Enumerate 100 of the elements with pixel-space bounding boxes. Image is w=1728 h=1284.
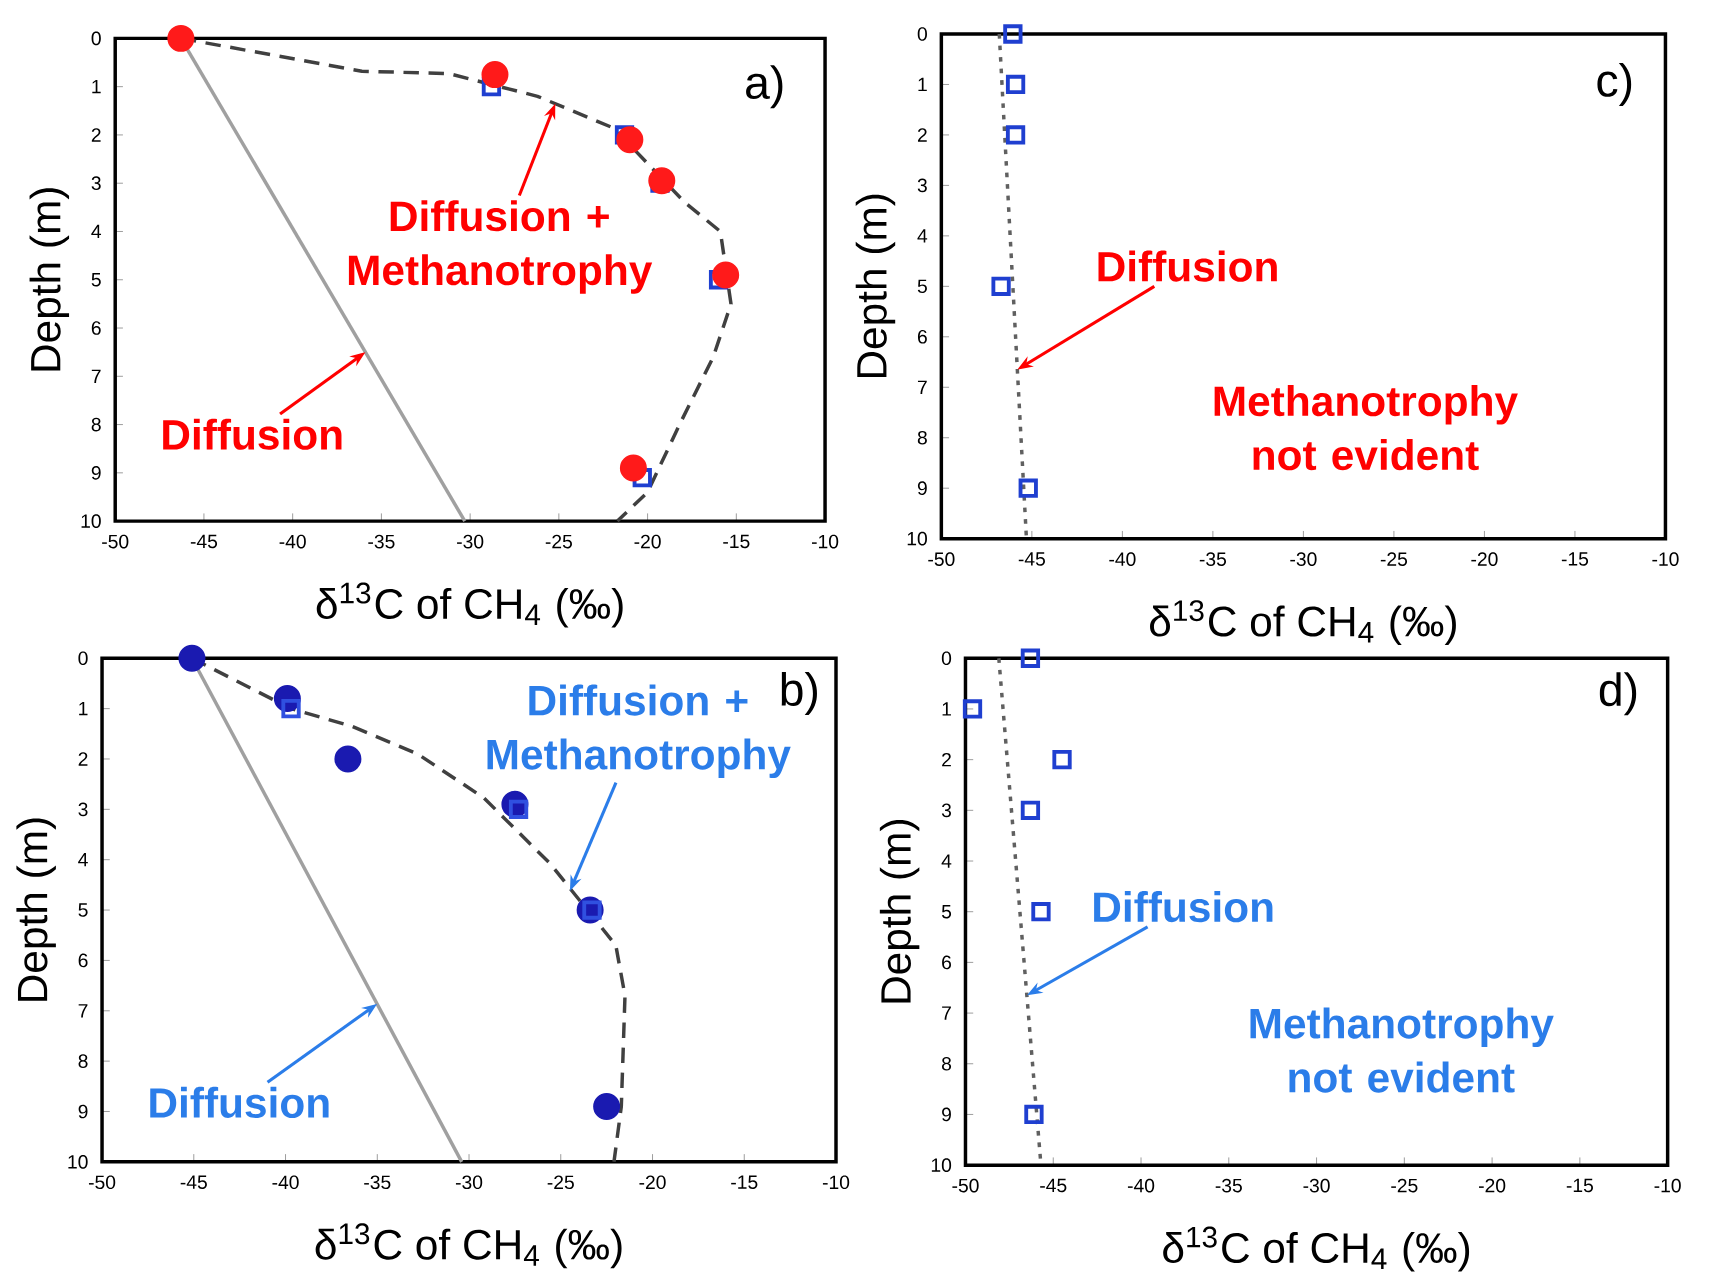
x-tick-label: -45 [180, 1175, 207, 1189]
x-tick-label: -35 [1215, 1178, 1242, 1193]
y-tick-label: 5 [917, 279, 927, 293]
y-tick-label: 10 [68, 1154, 88, 1169]
y-tick-label: 4 [917, 229, 928, 243]
y-tick-label: 3 [78, 802, 88, 817]
x-tick-label: -50 [102, 534, 129, 549]
y-tick-label: 8 [91, 417, 101, 432]
point [167, 24, 195, 52]
point [481, 60, 509, 88]
y-tick-label: 2 [78, 752, 88, 766]
y-tick-label: 6 [917, 329, 927, 344]
y-tick-label: 4 [78, 852, 88, 867]
y-tick-label: 3 [91, 176, 101, 190]
point [1005, 74, 1026, 94]
x-tick-label: -30 [1290, 552, 1317, 566]
x-tick-label: -15 [731, 1175, 758, 1189]
y-tick-label: 1 [918, 77, 927, 91]
x-tick-label: -25 [547, 1175, 574, 1189]
y-tick-label: 1 [79, 701, 88, 716]
y-tick-label: 2 [942, 752, 951, 767]
x-axis-title: δ$^{13}$C of CH$_{4}$ (‰) [315, 1223, 622, 1268]
text: a) [746, 64, 783, 109]
x-tick-label: -40 [1127, 1178, 1155, 1193]
point [1020, 800, 1041, 820]
x-tick-label: -50 [928, 552, 955, 566]
point [1052, 749, 1072, 770]
x-tick-label: -45 [1018, 552, 1045, 566]
y-tick-label: 9 [942, 1107, 951, 1122]
y-tick-label: 2 [91, 128, 101, 142]
point [1024, 1104, 1044, 1124]
x-tick-label: -15 [723, 534, 750, 549]
x-tick-label: -30 [455, 1175, 483, 1189]
y-tick-label: 8 [78, 1054, 88, 1068]
y-tick-label: 7 [917, 380, 927, 394]
x-tick-label: -35 [364, 1175, 391, 1189]
point [1031, 901, 1051, 922]
x-tick-label: -40 [1109, 552, 1136, 566]
y-tick-label: 8 [941, 1056, 952, 1071]
x-tick-label: -30 [457, 534, 484, 549]
y-tick-label: 2 [917, 128, 927, 142]
x-axis-title: δ$^{13}$C of CH$_{4}$ (‰) [1163, 1226, 1470, 1272]
x-axis-title: δ$^{13}$C of CH$_{4}$ (‰) [316, 582, 623, 628]
x-tick-label: -25 [545, 534, 572, 549]
x-tick-label: -35 [1199, 552, 1227, 566]
x-tick-label: -15 [1566, 1178, 1593, 1193]
x-tick-label: -10 [811, 534, 839, 549]
y-axis-title: Depth (m) [855, 194, 896, 377]
point [991, 276, 1011, 296]
y-tick-label: 4 [91, 224, 102, 238]
y-tick-label: 4 [941, 854, 952, 868]
y-tick-label: 5 [78, 903, 88, 917]
annotation: Methanotrophy not evident [1214, 384, 1518, 471]
annotation: Diffusion [1094, 890, 1273, 923]
y-tick-label: 9 [91, 465, 101, 480]
y-tick-label: 10 [907, 531, 927, 546]
annotation: Diffusion + Methanotrophy [348, 200, 653, 294]
y-tick-label: 5 [941, 904, 952, 919]
x-tick-label: -10 [1652, 552, 1679, 566]
y-tick-label: 7 [942, 1006, 951, 1020]
y-tick-label: 0 [78, 651, 88, 665]
y-tick-label: 1 [942, 702, 951, 716]
annotation: Diffusion [163, 418, 342, 450]
x-tick-label: -25 [1380, 552, 1408, 566]
y-tick-label: 1 [92, 79, 101, 94]
x-tick-label: -50 [952, 1178, 979, 1193]
text: c) [1597, 62, 1632, 106]
x-tick-label: -20 [1471, 552, 1498, 566]
point [962, 699, 983, 719]
annotation: Methanotrophy not evident [1250, 1007, 1554, 1093]
x-tick-label: -45 [1040, 1178, 1067, 1193]
x-tick-label: -50 [88, 1175, 116, 1189]
y-tick-label: 6 [78, 953, 88, 968]
x-tick-label: -45 [190, 534, 218, 549]
y-tick-label: 3 [941, 803, 951, 817]
x-tick-label: -10 [1654, 1178, 1681, 1193]
y-tick-label: 0 [917, 27, 927, 41]
x-tick-label: -25 [1391, 1178, 1418, 1193]
x-tick-label: -35 [368, 534, 395, 549]
x-tick-label: -20 [639, 1175, 666, 1189]
y-tick-label: 10 [931, 1158, 952, 1172]
y-tick-label: 5 [91, 272, 101, 287]
x-tick-label: -20 [1479, 1178, 1506, 1193]
y-tick-label: 0 [91, 31, 101, 46]
y-tick-label: 7 [78, 1004, 88, 1018]
annotation: Diffusion [150, 1086, 329, 1118]
point [1020, 648, 1041, 668]
point [334, 745, 362, 773]
point [712, 261, 740, 289]
y-tick-label: 3 [917, 178, 927, 193]
y-tick-label: 10 [81, 514, 101, 528]
x-tick-label: -20 [634, 534, 661, 549]
x-tick-label: -40 [279, 534, 306, 549]
y-tick-label: 6 [942, 955, 951, 970]
y-tick-label: 0 [941, 651, 952, 665]
point [616, 126, 644, 154]
point [1003, 24, 1023, 44]
x-tick-label: -15 [1561, 552, 1589, 566]
point [178, 644, 206, 672]
x-tick-label: -40 [272, 1175, 299, 1189]
